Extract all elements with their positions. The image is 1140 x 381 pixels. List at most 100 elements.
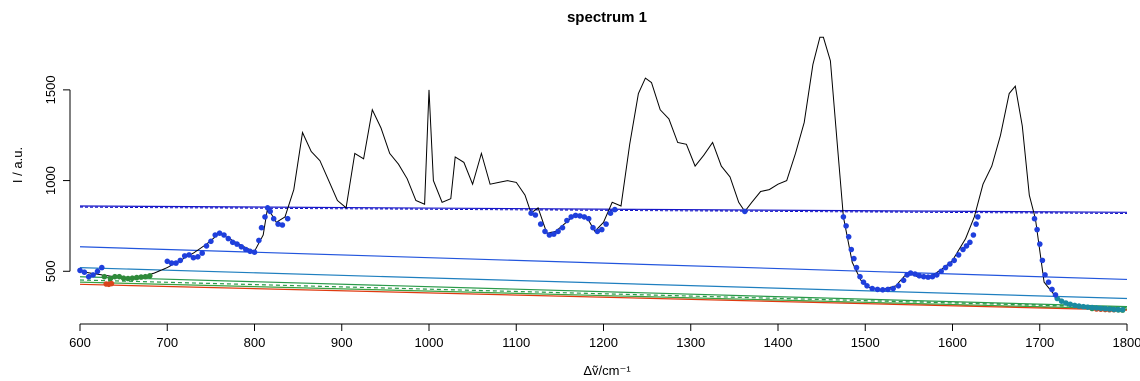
blue-point — [864, 283, 870, 289]
blue-point — [973, 221, 979, 227]
blue-point — [848, 246, 855, 253]
blue-point — [967, 239, 973, 246]
blue-point — [885, 286, 891, 293]
blue-point — [851, 255, 857, 262]
teal-point — [1080, 303, 1087, 310]
y-tick-label: 1000 — [43, 166, 58, 195]
green-point — [138, 274, 144, 280]
blue-point — [890, 285, 896, 292]
blue-point — [1034, 226, 1040, 233]
x-tick-label: 1700 — [1025, 335, 1054, 350]
blue-point — [907, 270, 914, 276]
teal-point — [1106, 306, 1113, 312]
teal-point — [1058, 298, 1065, 305]
chart-title: spectrum 1 — [567, 9, 647, 26]
blue-point — [267, 208, 274, 215]
blue-point — [173, 260, 179, 266]
x-tick-label: 1500 — [851, 335, 880, 350]
x-tick-label: 1100 — [502, 335, 530, 350]
blue-point — [190, 254, 197, 261]
blue-point — [164, 258, 171, 265]
baseline-line — [79, 206, 1128, 215]
blue-point — [94, 268, 101, 275]
blue-point — [590, 224, 596, 231]
blue-point — [1037, 241, 1043, 247]
blue-point — [216, 230, 223, 236]
x-tick-label: 1400 — [764, 335, 793, 350]
blue-point — [225, 235, 232, 242]
blue-point — [955, 252, 962, 258]
blue-point — [577, 213, 583, 219]
blue-point — [229, 239, 236, 246]
x-tick-label: 900 — [331, 335, 353, 350]
blue-point — [742, 208, 748, 215]
blue-point — [934, 272, 940, 278]
blue-point — [581, 214, 588, 220]
blue-point — [1031, 215, 1038, 222]
blue-point — [843, 223, 849, 229]
blue-point — [925, 274, 931, 280]
blue-point — [238, 244, 245, 250]
blue-point — [895, 283, 902, 289]
baseline-line — [79, 205, 1128, 213]
green-point — [116, 273, 123, 280]
green-point — [120, 275, 127, 282]
blue-point — [920, 273, 927, 280]
x-tick-label: 1200 — [589, 335, 618, 350]
blue-point — [916, 273, 923, 279]
blue-point — [85, 273, 92, 280]
blue-point — [168, 260, 175, 266]
blue-point — [1042, 272, 1048, 278]
blue-point — [857, 273, 863, 280]
blue-point — [275, 221, 281, 227]
blue-point — [960, 246, 966, 253]
teal-point — [1102, 305, 1108, 312]
x-tick-label: 1300 — [676, 335, 705, 350]
blue-point — [879, 287, 886, 293]
blue-point — [186, 252, 192, 258]
green-point — [101, 273, 108, 280]
blue-point — [942, 264, 949, 271]
teal-point — [1098, 305, 1104, 312]
blue-point — [221, 232, 227, 238]
blue-point — [585, 215, 592, 222]
axes: 600 700 800 900 1000 1100 1200 1300 1400 1500 1600… — [43, 75, 1140, 350]
blue-point — [612, 206, 618, 213]
green-point — [133, 274, 140, 281]
blue-point — [81, 269, 88, 276]
baseline-line — [79, 276, 1128, 308]
blue-point — [929, 273, 936, 280]
blue-point — [199, 250, 205, 256]
blue-point — [234, 241, 240, 247]
blue-point — [900, 277, 907, 284]
green-point — [125, 275, 131, 282]
x-tick-label: 700 — [156, 335, 178, 350]
teal-point — [1111, 306, 1117, 313]
blue-point — [262, 214, 268, 220]
blue-point — [564, 217, 570, 224]
teal-point — [1063, 300, 1069, 306]
blue-point — [951, 257, 957, 264]
blue-point — [542, 228, 548, 235]
y-tick-label: 1500 — [43, 75, 58, 104]
teal-point — [1076, 303, 1082, 309]
blue-point — [195, 253, 201, 260]
blue-point — [99, 264, 105, 271]
teal-point — [1115, 306, 1122, 313]
x-tick-label: 600 — [69, 335, 91, 350]
teal-point — [1093, 305, 1100, 311]
blue-point — [77, 267, 83, 274]
green-point — [129, 275, 136, 282]
blue-point — [947, 261, 953, 267]
x-tick-label: 1600 — [938, 335, 967, 350]
blue-point — [840, 214, 847, 220]
spectrum-line — [79, 36, 1126, 311]
blue-point — [203, 243, 210, 249]
blue-point — [251, 249, 258, 255]
x-tick-label: 1000 — [415, 335, 444, 350]
blue-point — [212, 232, 218, 238]
baselines — [79, 205, 1128, 311]
teal-point — [1067, 301, 1074, 308]
blue-point — [572, 212, 579, 219]
blue-point — [559, 224, 566, 231]
